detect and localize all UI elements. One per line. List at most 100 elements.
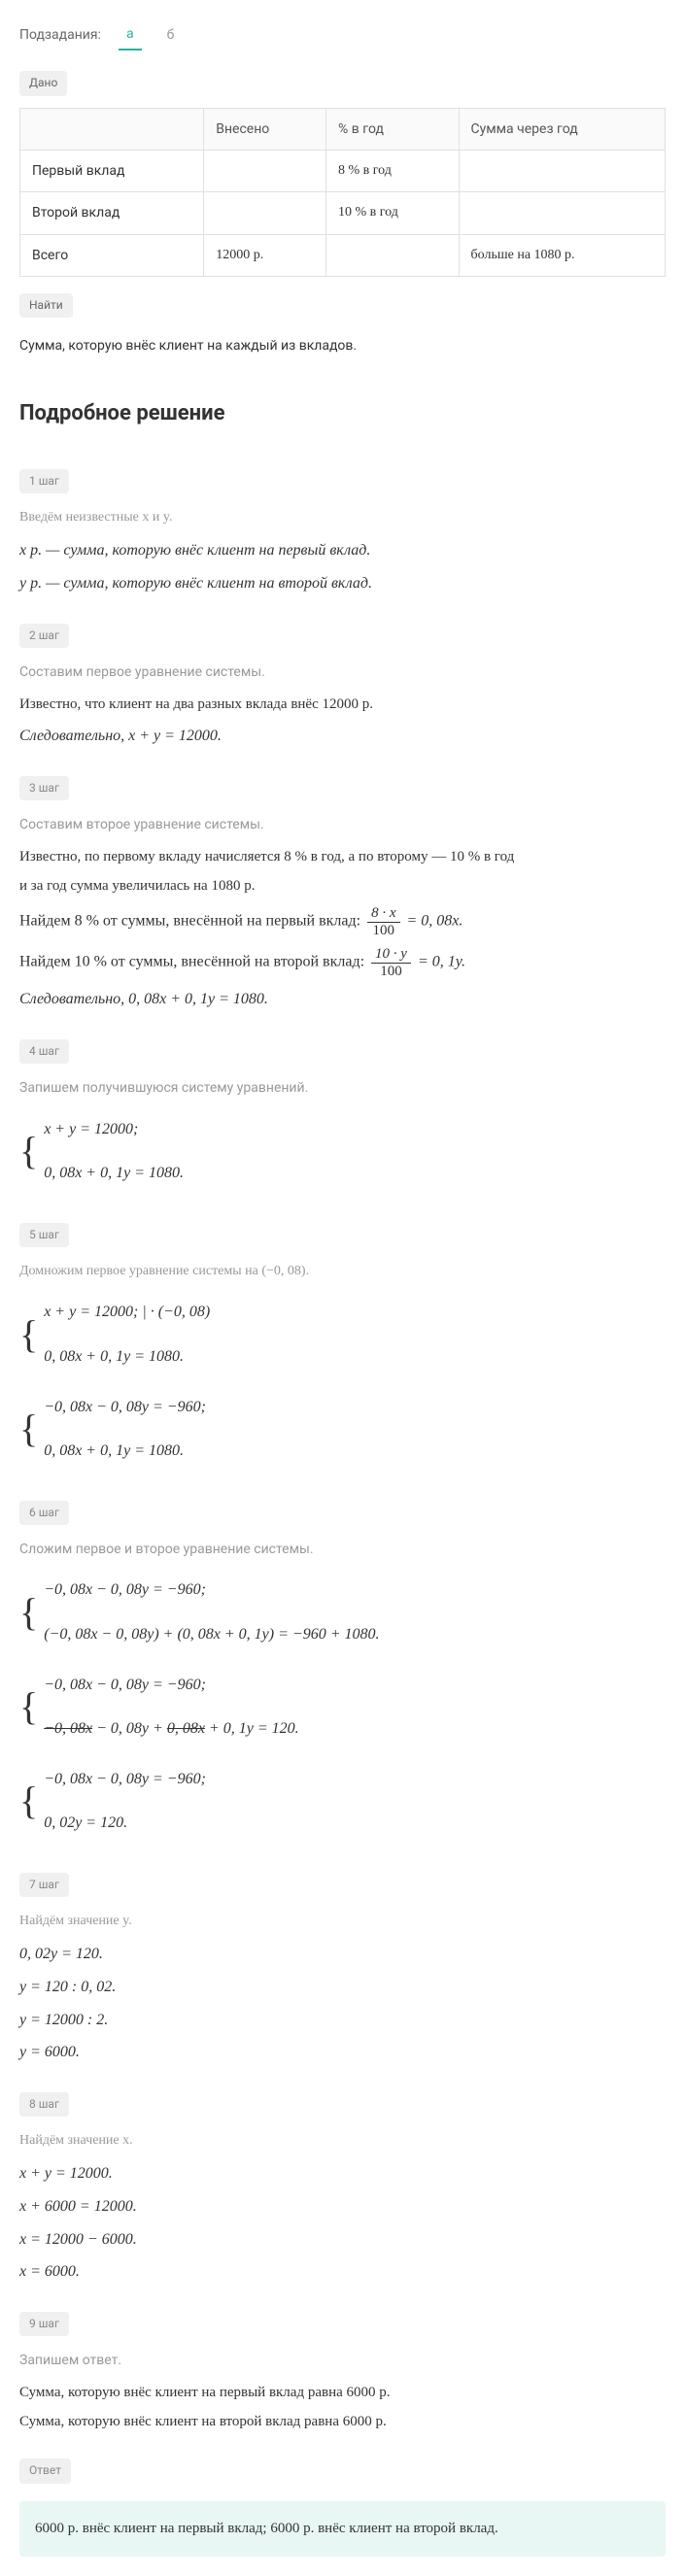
cell-rate — [326, 234, 460, 276]
step-badge: 4 шаг — [19, 1039, 69, 1064]
system-lines: −0, 08x − 0, 08y = −960; 0, 08x + 0, 1y … — [44, 1387, 206, 1472]
strike-text: 0, 08x — [167, 1720, 205, 1737]
step-badge: 2 шаг — [19, 624, 69, 648]
step-desc: Найдём значение y. — [19, 1911, 666, 1932]
eq-line: −0, 08x − 0, 08y = −960; — [44, 1577, 379, 1603]
th-empty — [20, 108, 204, 150]
math-text: Сумма, которую внёс клиент на второй вкл… — [19, 2410, 666, 2433]
step-badge: 6 шаг — [19, 1501, 69, 1525]
eq-line: −0, 08x − 0, 08y = −960; — [44, 1395, 206, 1420]
step-desc: Составим второе уравнение системы. — [19, 814, 666, 835]
text-part: − 0, 08y + — [92, 1720, 167, 1737]
equation-system: { −0, 08x − 0, 08y = −960; −0, 08x − 0, … — [19, 1665, 666, 1749]
system-lines: −0, 08x − 0, 08y = −960; 0, 02y = 120. — [44, 1759, 206, 1844]
cell-label: Первый вклад — [20, 150, 204, 191]
given-badge: Дано — [19, 71, 67, 95]
solution-title: Подробное решение — [19, 396, 666, 430]
frac-den: 100 — [369, 923, 399, 939]
system-lines: x + y = 12000; | · (−0, 08) 0, 08x + 0, … — [44, 1292, 210, 1376]
equation-system: { −0, 08x − 0, 08y = −960; 0, 08x + 0, 1… — [19, 1387, 666, 1472]
cell-rate: 8 % в год — [326, 150, 460, 191]
math-text: x р. — сумма, которую внёс клиент на пер… — [19, 538, 666, 563]
answer-box: 6000 р. внёс клиент на первый вклад; 600… — [19, 2501, 666, 2558]
equation-system: { −0, 08x − 0, 08y = −960; (−0, 08x − 0,… — [19, 1570, 666, 1654]
eq-line: 0, 08x + 0, 1y = 1080. — [44, 1439, 206, 1464]
math-text: Найдем 10 % от суммы, внесённой на второ… — [19, 946, 666, 979]
math-text: y = 120 : 0, 02. — [19, 1975, 666, 2000]
math-text: Найдем 8 % от суммы, внесённой на первый… — [19, 905, 666, 938]
text-part: + 0, 1y = 120. — [205, 1720, 299, 1737]
math-text: x = 6000. — [19, 2259, 666, 2285]
eq-line: −0, 08x − 0, 08y + 0, 08x + 0, 1y = 120. — [44, 1716, 298, 1742]
step-badge: 8 шаг — [19, 2092, 69, 2117]
brace-icon: { — [19, 1785, 38, 1816]
math-text: y р. — сумма, которую внёс клиент на вто… — [19, 571, 666, 596]
cell-deposit — [204, 192, 326, 234]
math-text: Следовательно, 0, 08x + 0, 1y = 1080. — [19, 987, 666, 1012]
tab-a[interactable]: а — [119, 19, 142, 51]
brace-icon: { — [19, 1691, 38, 1722]
text-part: = 0, 1y. — [418, 954, 465, 970]
step-desc: Домножим первое уравнение системы на (−0… — [19, 1261, 666, 1282]
math-text: y = 6000. — [19, 2040, 666, 2065]
table-row: Второй вклад 10 % в год — [20, 192, 666, 234]
step-desc: Составим первое уравнение системы. — [19, 661, 666, 683]
math-text: и за год сумма увеличилась на 1080 р. — [19, 874, 666, 898]
cell-deposit — [204, 150, 326, 191]
table-header-row: Внесено % в год Сумма через год — [20, 108, 666, 150]
text-part: Найдем 8 % от суммы, внесённой на первый… — [19, 913, 364, 930]
text-part: = 0, 08x. — [407, 913, 463, 930]
th-sum: Сумма через год — [459, 108, 665, 150]
cell-rate: 10 % в год — [326, 192, 460, 234]
step-desc: Найдём значение x. — [19, 2130, 666, 2152]
tab-b[interactable]: б — [159, 20, 183, 50]
step-desc: Запишем получившуюся систему уравнений. — [19, 1077, 666, 1099]
table-row: Первый вклад 8 % в год — [20, 150, 666, 191]
given-table: Внесено % в год Сумма через год Первый в… — [19, 108, 666, 278]
brace-icon: { — [19, 1319, 38, 1350]
math-text: x + 6000 = 12000. — [19, 2194, 666, 2220]
eq-line: 0, 08x + 0, 1y = 1080. — [44, 1161, 184, 1186]
brace-icon: { — [19, 1597, 38, 1628]
table-row: Всего 12000 р. больше на 1080 р. — [20, 234, 666, 276]
strike-text: −0, 08x — [44, 1720, 92, 1737]
system-lines: x + y = 12000; 0, 08x + 0, 1y = 1080. — [44, 1109, 184, 1194]
th-rate: % в год — [326, 108, 460, 150]
find-badge: Найти — [19, 293, 73, 318]
fraction: 10 · y 100 — [371, 946, 411, 979]
cell-deposit: 12000 р. — [204, 234, 326, 276]
math-text: x = 12000 − 6000. — [19, 2227, 666, 2253]
step-badge: 1 шаг — [19, 469, 69, 493]
find-text: Сумма, которую внёс клиент на каждый из … — [19, 335, 666, 356]
step-badge: 3 шаг — [19, 776, 69, 800]
cell-label: Второй вклад — [20, 192, 204, 234]
answer-badge: Ответ — [19, 2458, 71, 2483]
equation-system: { x + y = 12000; 0, 08x + 0, 1y = 1080. — [19, 1109, 666, 1194]
cell-sum: больше на 1080 р. — [459, 234, 665, 276]
math-text: y = 12000 : 2. — [19, 2008, 666, 2033]
step-badge: 7 шаг — [19, 1873, 69, 1897]
step-badge: 5 шаг — [19, 1223, 69, 1247]
brace-icon: { — [19, 1413, 38, 1444]
equation-system: { x + y = 12000; | · (−0, 08) 0, 08x + 0… — [19, 1292, 666, 1376]
math-text: Известно, по первому вкладу начисляется … — [19, 845, 666, 868]
eq-line: 0, 08x + 0, 1y = 1080. — [44, 1344, 210, 1370]
frac-num: 10 · y — [371, 946, 411, 964]
step-badge: 9 шаг — [19, 2312, 69, 2336]
step-desc: Запишем ответ. — [19, 2350, 666, 2371]
math-text: Известно, что клиент на два разных вклад… — [19, 693, 666, 716]
subtask-tabs: Подзадания: а б — [19, 19, 666, 51]
fraction: 8 · x 100 — [367, 905, 399, 938]
system-lines: −0, 08x − 0, 08y = −960; −0, 08x − 0, 08… — [44, 1665, 298, 1749]
math-text: Сумма, которую внёс клиент на первый вкл… — [19, 2381, 666, 2404]
eq-line: x + y = 12000; — [44, 1117, 184, 1142]
math-text: 0, 02y = 120. — [19, 1942, 666, 1967]
eq-line: x + y = 12000; | · (−0, 08) — [44, 1300, 210, 1325]
eq-line: −0, 08x − 0, 08y = −960; — [44, 1767, 206, 1792]
th-deposit: Внесено — [204, 108, 326, 150]
system-lines: −0, 08x − 0, 08y = −960; (−0, 08x − 0, 0… — [44, 1570, 379, 1654]
text-part: Найдем 10 % от суммы, внесённой на второ… — [19, 954, 368, 970]
cell-sum — [459, 192, 665, 234]
eq-line: −0, 08x − 0, 08y = −960; — [44, 1673, 298, 1698]
eq-line: (−0, 08x − 0, 08y) + (0, 08x + 0, 1y) = … — [44, 1622, 379, 1647]
